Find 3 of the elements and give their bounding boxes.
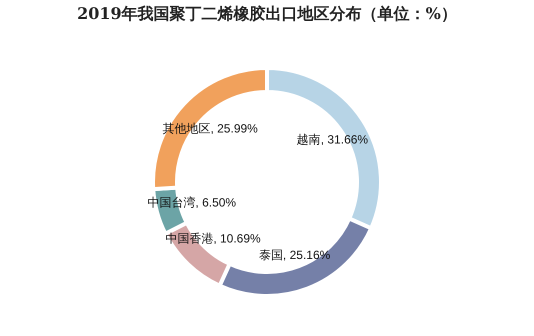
slice-label: 越南, 31.66% — [296, 132, 368, 147]
chart-title: 2019年我国聚丁二烯橡胶出口地区分布（单位：%） — [77, 4, 457, 23]
slice-label: 中国香港, 10.69% — [165, 231, 262, 246]
